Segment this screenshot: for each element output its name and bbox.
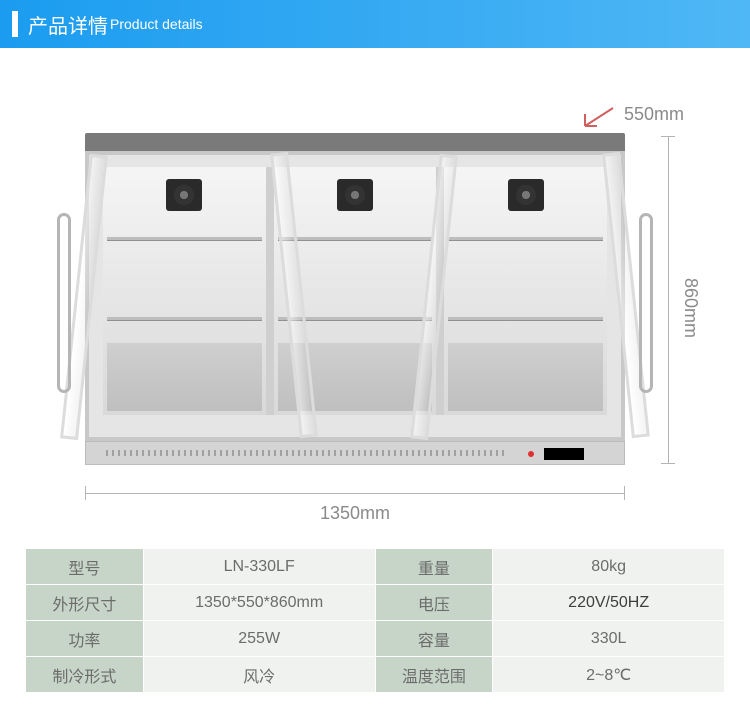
spec-value: 2~8℃ [493,657,725,693]
dim-width-label: 1350mm [320,503,390,524]
spec-label: 温度范围 [375,657,493,693]
spec-label: 制冷形式 [26,657,144,693]
product-diagram: 550mm [0,48,750,548]
shelf [107,237,262,240]
spec-label: 电压 [375,585,493,621]
cabinet-top [85,133,625,151]
spec-label: 重量 [375,549,493,585]
spec-value: 80kg [493,549,725,585]
dim-height-line [668,136,669,464]
shelf [278,237,433,240]
header-title-zh: 产品详情 [28,10,108,39]
shelf [107,317,262,320]
spec-value: 220V/50HZ [493,585,725,621]
fan-icon [508,179,544,211]
dim-depth-label: 550mm [624,104,684,125]
spec-label: 型号 [26,549,144,585]
kick-panel [448,343,603,411]
fan-icon [337,179,373,211]
spec-value: 330L [493,621,725,657]
dim-height-label: 860mm [680,278,701,338]
spec-label: 外形尺寸 [26,585,144,621]
kick-panel [107,343,262,411]
shelf [448,317,603,320]
spec-value: 风冷 [143,657,375,693]
spec-label: 容量 [375,621,493,657]
header-bar: 产品详情 Product details [0,0,750,48]
handle-left [57,213,71,393]
spec-value: 255W [143,621,375,657]
spec-value: 1350*550*860mm [143,585,375,621]
table-row: 型号LN-330LF重量80kg [26,549,725,585]
fan-icon [166,179,202,211]
depth-mark-icon [583,106,613,126]
table-row: 制冷形式风冷温度范围2~8℃ [26,657,725,693]
bay-1 [103,167,274,415]
header-title-en: Product details [110,16,203,32]
vent-grille [106,450,504,456]
table-row: 功率255W容量330L [26,621,725,657]
cabinet-base [85,441,625,465]
spec-label: 功率 [26,621,144,657]
bay-3 [444,167,607,415]
table-row: 外形尺寸1350*550*860mm电压220V/50HZ [26,585,725,621]
shelf [448,237,603,240]
spec-table: 型号LN-330LF重量80kg外形尺寸1350*550*860mm电压220V… [25,548,725,693]
product-unit [85,133,625,463]
dim-width-line [85,493,625,494]
spec-value: LN-330LF [143,549,375,585]
temp-display [544,448,584,460]
handle-right [639,213,653,393]
power-led-icon [528,451,534,457]
header-accent-bar [12,11,18,37]
cabinet-body [85,151,625,441]
cabinet-interior [103,167,607,415]
